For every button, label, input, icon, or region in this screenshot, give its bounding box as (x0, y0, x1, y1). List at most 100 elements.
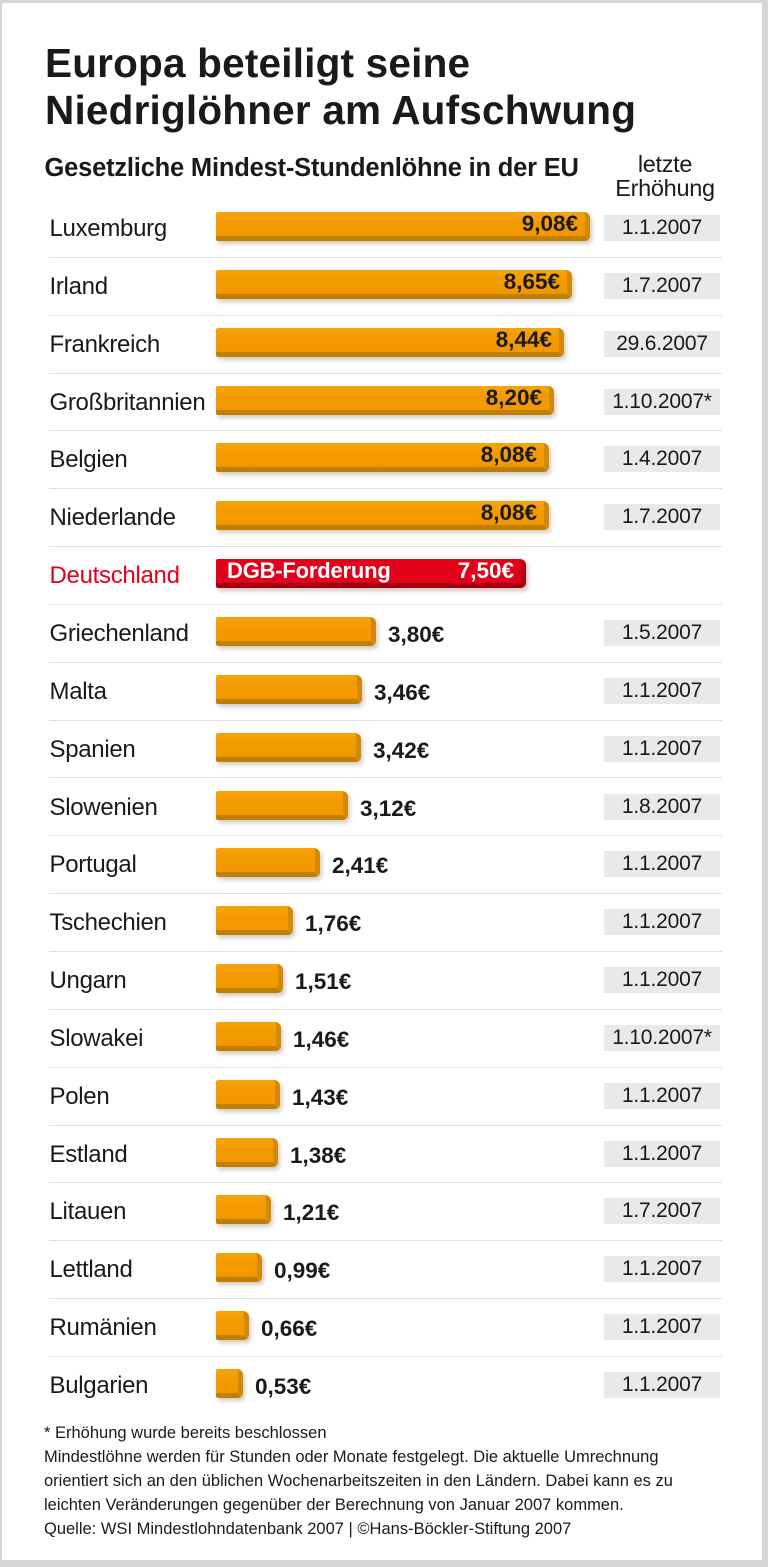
country-label: Polen (49, 1082, 110, 1110)
value-label: 1,46€ (293, 1026, 350, 1052)
country-label: Belgien (49, 446, 128, 474)
row-separator (49, 1008, 722, 1010)
bar (216, 1195, 271, 1225)
row-separator (49, 1124, 722, 1126)
chart-row-malta: Malta 3,46€ 1.1.2007 (2, 662, 762, 720)
value-label: 1,76€ (305, 911, 362, 937)
value-label: 8,20€ (485, 384, 542, 410)
date-box: 1.10.2007* (604, 388, 720, 415)
row-separator (49, 372, 722, 374)
date-box: 1.7.2007 (604, 272, 720, 299)
value-label: 8,65€ (503, 268, 560, 294)
value-label: 1,38€ (290, 1142, 347, 1168)
chart-row-frankreich: Frankreich 8,44€ 29.6.2007 (2, 315, 762, 373)
value-label: 8,08€ (480, 500, 537, 526)
bar (216, 385, 554, 415)
country-label: Estland (49, 1140, 128, 1168)
chart-row-litauen: Litauen 1,21€ 1.7.2007 (2, 1182, 762, 1240)
row-separator (49, 314, 722, 316)
country-label: Ungarn (49, 967, 127, 995)
date-box: 1.7.2007 (604, 1198, 720, 1225)
date-box: 1.1.2007 (604, 967, 720, 994)
date-box: 1.1.2007 (604, 735, 720, 762)
row-separator (49, 1298, 722, 1300)
country-label: Irland (49, 272, 109, 300)
value-label: 0,99€ (274, 1258, 331, 1284)
value-label: 1,51€ (295, 969, 352, 995)
date-box: 1.1.2007 (604, 909, 720, 936)
bar (216, 212, 590, 241)
country-label: Rumänien (49, 1314, 157, 1342)
page-title-line2: Niedriglöhner am Aufschwung (45, 87, 637, 133)
row-separator (49, 835, 722, 837)
chart-row-polen: Polen 1,43€ 1.1.2007 (2, 1067, 762, 1125)
value-label: 0,66€ (261, 1316, 318, 1342)
date-box: 1.1.2007 (604, 215, 720, 241)
bar (216, 964, 283, 994)
row-separator (49, 951, 722, 952)
chart-row-rumnien: Rumänien 0,66€ 1.1.2007 (2, 1298, 762, 1356)
row-separator (49, 256, 722, 258)
chart-row-slowakei: Slowakei 1,46€ 1.10.2007* (2, 1009, 762, 1067)
bar (216, 790, 348, 820)
value-label: 2,41€ (332, 853, 389, 879)
row-separator (49, 893, 722, 895)
chart-row-tschechien: Tschechien 1,76€ 1.1.2007 (2, 893, 762, 951)
chart-row-ungarn: Ungarn 1,51€ 1.1.2007 (2, 951, 762, 1009)
date-box: 1.1.2007 (604, 1372, 720, 1398)
footnotes: * Erhöhung wurde bereits beschlossen Mind… (44, 1421, 673, 1541)
country-label: Spanien (49, 735, 136, 763)
row-separator (49, 430, 722, 432)
bar (216, 848, 320, 878)
date-box: 1.1.2007 (604, 677, 720, 704)
source-line: Quelle: WSI Mindestlohndatenbank 2007 | … (44, 1519, 572, 1538)
country-label: Tschechien (49, 909, 167, 937)
infographic-card: Europa beteiligt seine Niedriglöhner am … (2, 3, 762, 1560)
value-label: 3,42€ (373, 737, 430, 763)
row-separator (49, 777, 722, 779)
date-box: 1.10.2007* (604, 1024, 720, 1051)
country-label: Bulgarien (49, 1372, 149, 1399)
date-box: 1.1.2007 (604, 1082, 720, 1109)
value-label: 0,53€ (255, 1374, 312, 1399)
chart-row-deutschland: Deutschland DGB-Forderung 7,50€ (2, 546, 762, 604)
country-label: Portugal (49, 851, 137, 879)
value-label: 1,21€ (283, 1200, 340, 1226)
value-label: 8,44€ (495, 326, 552, 352)
value-label: 3,12€ (360, 795, 417, 821)
value-label: 3,46€ (374, 679, 431, 705)
date-box: 1.1.2007 (604, 851, 720, 878)
bar (216, 674, 362, 704)
value-label: 3,80€ (388, 621, 445, 647)
footnote-line: Mindestlöhne werden für Stunden oder Mon… (44, 1447, 659, 1466)
country-label: Deutschland (49, 562, 180, 590)
country-label: Litauen (49, 1198, 127, 1226)
bar-dgb-demand (216, 559, 526, 589)
bar (216, 906, 293, 936)
row-separator (49, 488, 722, 490)
country-label: Lettland (49, 1256, 133, 1284)
chart-row-bulgarien: Bulgarien 0,53€ 1.1.2007 (2, 1356, 762, 1414)
row-separator (49, 719, 722, 721)
chart-row-luxemburg: Luxemburg 9,08€ 1.1.2007 (2, 199, 762, 257)
bar (216, 732, 361, 762)
row-separator (49, 1066, 722, 1068)
bar (216, 1079, 280, 1109)
country-label: Malta (49, 677, 108, 705)
date-box: 1.1.2007 (604, 1140, 720, 1167)
page-title: Europa beteiligt seine Niedriglöhner am … (45, 40, 636, 134)
bar (216, 1253, 262, 1283)
row-separator (49, 661, 722, 663)
date-box: 1.4.2007 (604, 446, 720, 473)
chart-row-estland: Estland 1,38€ 1.1.2007 (2, 1125, 762, 1183)
country-label: Großbritannien (49, 388, 206, 416)
date-box: 1.8.2007 (604, 793, 720, 820)
bar (216, 1021, 281, 1051)
bar-text-label: DGB-Forderung (227, 558, 391, 584)
row-separator (49, 1355, 722, 1357)
bar (216, 501, 549, 531)
footnote-line: orientiert sich an den üblichen Wochenar… (44, 1471, 673, 1490)
chart-row-niederlande: Niederlande 8,08€ 1.7.2007 (2, 488, 762, 546)
value-label: 8,08€ (480, 442, 537, 468)
date-box: 1.5.2007 (604, 619, 720, 646)
